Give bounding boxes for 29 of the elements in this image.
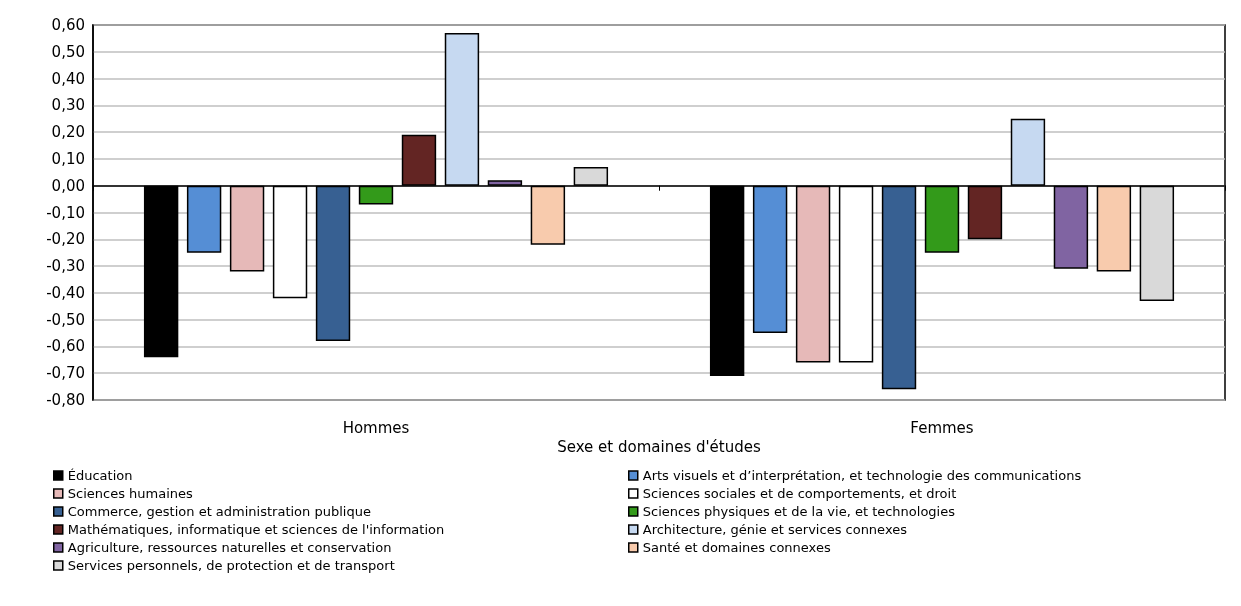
y-tick-label: 0,60: [51, 16, 85, 34]
y-tick-label: -0,70: [46, 364, 85, 383]
legend-label: Mathématiques, informatique et sciences de l'information: [67, 522, 445, 537]
legend-label: Architecture, génie et services connexes: [642, 522, 908, 537]
legend-label: Commerce, gestion et administration publique: [67, 504, 371, 519]
y-tick-label: -0,60: [46, 337, 85, 356]
y-tick-label: 0,30: [51, 96, 85, 115]
legend-label: Agriculture, ressources naturelles et conservation: [67, 540, 392, 555]
legend-label: Santé et domaines connexes: [642, 540, 831, 555]
y-tick-label: -0,50: [46, 310, 85, 329]
legend-label: Sciences humaines: [67, 486, 194, 501]
legend-label: Services personnels, de protection et de transport: [67, 558, 395, 573]
y-tick-label: 0,10: [51, 149, 85, 168]
legend-label: Sciences sociales et de comportements, et droit: [642, 486, 957, 501]
y-tick-label: -0,40: [46, 283, 85, 302]
y-tick-label: -0,80: [46, 391, 85, 409]
x-tick-label: Hommes: [342, 418, 410, 437]
y-tick-label: -0,20: [46, 230, 85, 249]
legend-label: Sciences physiques et de la vie, et technologies: [642, 504, 956, 519]
x-tick-label: Femmes: [910, 418, 974, 437]
legend-label: Arts visuels et d’interprétation, et technologie des communications: [642, 468, 1082, 483]
y-tick-label: 0,20: [51, 123, 85, 142]
x-axis-title: Sexe et domaines d'études: [557, 438, 761, 457]
y-tick-label: 0,00: [51, 176, 85, 195]
y-tick-label: -0,30: [46, 257, 85, 276]
y-tick-label: 0,40: [51, 69, 85, 88]
y-tick-label: -0,10: [46, 203, 85, 222]
legend-label: Éducation: [67, 468, 133, 483]
y-tick-label: 0,50: [51, 42, 85, 61]
